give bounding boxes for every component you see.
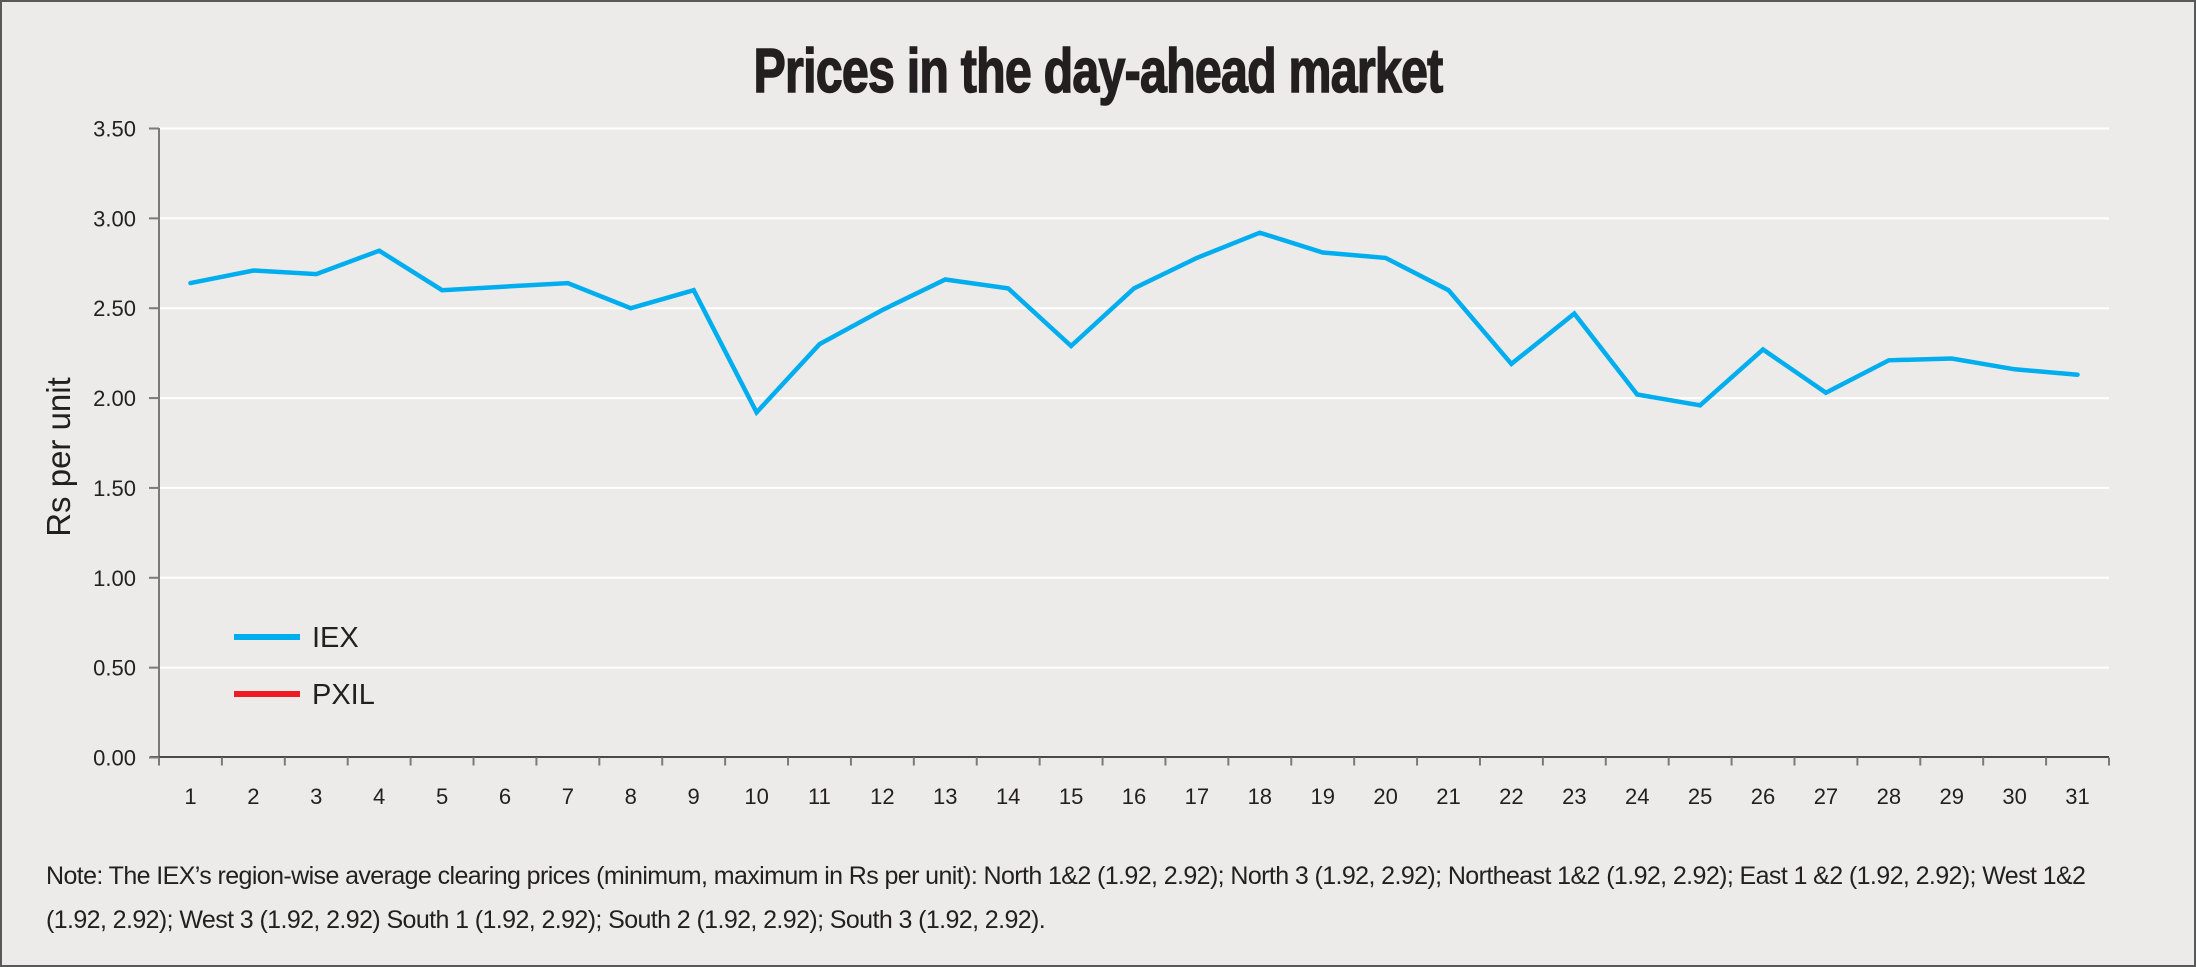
data-point-iex [943, 277, 948, 282]
x-tick-label: 3 [310, 784, 322, 809]
y-tick-label: 0.00 [93, 746, 136, 771]
series-group [188, 230, 2080, 417]
x-tick-label: 14 [996, 784, 1020, 809]
x-tick-label: 23 [1562, 784, 1586, 809]
legend-item-pxil: PXIL [234, 679, 375, 711]
x-tick-label: 8 [625, 784, 637, 809]
data-point-iex [1383, 255, 1388, 260]
x-tick-label: 27 [1814, 784, 1838, 809]
data-point-iex [1572, 311, 1577, 316]
data-point-iex [2012, 367, 2017, 372]
x-tick-label: 6 [499, 784, 511, 809]
data-point-iex [1006, 286, 1011, 291]
data-point-iex [1698, 403, 1703, 408]
data-point-iex [502, 284, 507, 289]
data-point-iex [817, 342, 822, 347]
x-tick-label: 13 [933, 784, 957, 809]
x-tick-label: 28 [1877, 784, 1901, 809]
series-line-iex [188, 230, 2080, 417]
x-tick-label: 2 [247, 784, 259, 809]
data-point-iex [1446, 288, 1451, 293]
x-tick-label: 21 [1436, 784, 1460, 809]
data-point-iex [314, 272, 319, 277]
data-point-iex [1761, 347, 1766, 352]
x-tick-label: 22 [1499, 784, 1523, 809]
data-point-iex [2075, 372, 2080, 377]
axes [150, 128, 2109, 758]
y-tick-label: 1.50 [93, 476, 136, 501]
data-point-iex [1509, 361, 1514, 366]
y-tick-label: 2.00 [93, 386, 136, 411]
data-point-iex [377, 248, 382, 253]
gridlines [159, 127, 2109, 669]
x-tick-label: 7 [562, 784, 574, 809]
y-tick-label: 1.00 [93, 566, 136, 591]
y-axis-title: Rs per unit [40, 377, 77, 537]
x-tick-label: 16 [1122, 784, 1146, 809]
note-line-1: Note: The IEX’s region-wise average clea… [46, 862, 2086, 890]
x-tick-label: 15 [1059, 784, 1083, 809]
data-point-iex [691, 288, 696, 293]
x-tick-label: 9 [688, 784, 700, 809]
x-tick-label: 20 [1373, 784, 1397, 809]
data-point-iex [1949, 356, 1954, 361]
data-point-iex [1823, 390, 1828, 395]
x-tick-label: 11 [808, 784, 831, 809]
y-tick-label: 2.50 [93, 296, 136, 321]
data-point-iex [188, 281, 193, 286]
x-tick-label: 1 [184, 784, 196, 809]
legend-item-iex: IEX [234, 622, 359, 654]
x-tick-label: 30 [2002, 784, 2026, 809]
data-point-iex [1257, 230, 1262, 235]
x-tick-label: 19 [1310, 784, 1334, 809]
data-point-iex [1635, 392, 1640, 397]
data-point-iex [1132, 286, 1136, 291]
y-tick-label: 3.00 [93, 206, 136, 231]
x-tick-label: 26 [1751, 784, 1775, 809]
data-point-iex [880, 308, 885, 313]
data-point-iex [628, 306, 633, 311]
data-point-iex [1194, 255, 1199, 260]
legend: IEX PXIL [234, 622, 375, 711]
x-tick-label: 10 [744, 784, 768, 809]
y-ticks: 0.00 0.50 1.00 1.50 2.00 2.50 3.00 3.50 [93, 117, 159, 771]
x-tick-label: 12 [870, 784, 894, 809]
data-point-iex [1069, 343, 1074, 348]
data-point-iex [1320, 250, 1325, 255]
data-point-iex [754, 410, 759, 415]
data-point-iex [1886, 358, 1891, 363]
data-point-iex [565, 281, 570, 286]
y-tick-label: 3.50 [93, 117, 136, 142]
x-tick-label: 4 [373, 784, 385, 809]
x-tick-label: 24 [1625, 784, 1649, 809]
chart-note: Note: The IEX’s region-wise average clea… [46, 854, 2126, 942]
x-tick-label: 25 [1688, 784, 1712, 809]
data-point-iex [251, 268, 256, 273]
x-tick-label: 31 [2065, 784, 2089, 809]
legend-label-pxil: PXIL [312, 679, 375, 711]
x-tick-label: 18 [1248, 784, 1272, 809]
x-tick-label: 5 [436, 784, 448, 809]
y-tick-label: 0.50 [93, 656, 136, 681]
data-point-iex [440, 288, 445, 293]
legend-label-iex: IEX [312, 622, 359, 654]
x-tick-label: 29 [1939, 784, 1963, 809]
chart-title: Prices in the day-ahead market [753, 36, 1444, 107]
x-tick-label: 17 [1185, 784, 1209, 809]
x-ticks: 1 2 3 4 5 6 7 8 9 10 11 12 13 14 15 16 17 18 19 20 21 22 23 24 2… [158, 757, 2110, 809]
note-line-2: (1.92, 2.92); West 3 (1.92, 2.92) South … [46, 906, 1046, 934]
